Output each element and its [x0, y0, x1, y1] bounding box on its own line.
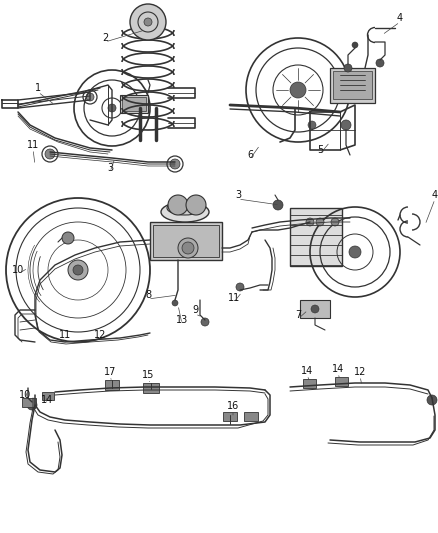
- Circle shape: [344, 64, 352, 72]
- Circle shape: [178, 238, 198, 258]
- Text: 12: 12: [94, 330, 106, 340]
- Text: 2: 2: [102, 33, 108, 43]
- Bar: [290, 208, 342, 266]
- Text: 10: 10: [12, 265, 24, 275]
- Ellipse shape: [161, 202, 209, 222]
- Circle shape: [144, 18, 152, 26]
- Bar: [303, 379, 316, 388]
- Text: 15: 15: [142, 370, 154, 380]
- Text: 8: 8: [145, 290, 151, 300]
- Bar: [150, 222, 222, 260]
- Text: 3: 3: [107, 163, 113, 173]
- Circle shape: [290, 82, 306, 98]
- Text: 3: 3: [235, 190, 241, 200]
- Text: 6: 6: [247, 150, 253, 160]
- Bar: [153, 225, 219, 257]
- Bar: [122, 97, 146, 111]
- Circle shape: [349, 246, 361, 258]
- Text: 7: 7: [295, 310, 301, 320]
- Bar: [330, 68, 375, 103]
- Bar: [300, 300, 330, 318]
- Text: 14: 14: [301, 366, 313, 376]
- Circle shape: [108, 104, 116, 112]
- Circle shape: [172, 300, 178, 306]
- Circle shape: [201, 318, 209, 326]
- Circle shape: [316, 218, 324, 226]
- Text: 11: 11: [228, 293, 240, 303]
- Bar: [143, 383, 159, 393]
- Bar: [244, 412, 258, 421]
- Circle shape: [311, 305, 319, 313]
- Text: 5: 5: [317, 145, 323, 155]
- Circle shape: [331, 218, 339, 226]
- Bar: [22, 398, 36, 407]
- Circle shape: [341, 120, 351, 130]
- Bar: [335, 377, 348, 386]
- Text: 12: 12: [354, 367, 366, 377]
- Ellipse shape: [167, 201, 203, 215]
- Circle shape: [86, 93, 94, 101]
- Text: 11: 11: [59, 330, 71, 340]
- Circle shape: [168, 195, 188, 215]
- Text: 1: 1: [35, 83, 41, 93]
- Circle shape: [62, 232, 74, 244]
- Bar: [223, 412, 237, 421]
- Text: 13: 13: [176, 315, 188, 325]
- Text: 17: 17: [104, 367, 116, 377]
- Bar: [120, 95, 148, 113]
- Circle shape: [45, 149, 55, 159]
- Text: 14: 14: [41, 395, 53, 405]
- Text: 10: 10: [19, 390, 31, 400]
- Circle shape: [182, 242, 194, 254]
- Text: 4: 4: [432, 190, 438, 200]
- Bar: [333, 71, 372, 99]
- Text: 16: 16: [227, 401, 239, 411]
- Text: 9: 9: [192, 305, 198, 315]
- Circle shape: [170, 159, 180, 169]
- Circle shape: [27, 400, 37, 410]
- Bar: [105, 380, 119, 390]
- Text: 11: 11: [27, 140, 39, 150]
- Circle shape: [130, 4, 166, 40]
- Circle shape: [352, 42, 358, 48]
- Circle shape: [73, 265, 83, 275]
- Text: 4: 4: [397, 13, 403, 23]
- Circle shape: [376, 59, 384, 67]
- Circle shape: [186, 195, 206, 215]
- Circle shape: [273, 200, 283, 210]
- Circle shape: [68, 260, 88, 280]
- Circle shape: [236, 283, 244, 291]
- Text: 14: 14: [332, 364, 344, 374]
- Circle shape: [427, 395, 437, 405]
- Circle shape: [308, 121, 316, 129]
- Circle shape: [306, 218, 314, 226]
- Bar: [42, 392, 54, 400]
